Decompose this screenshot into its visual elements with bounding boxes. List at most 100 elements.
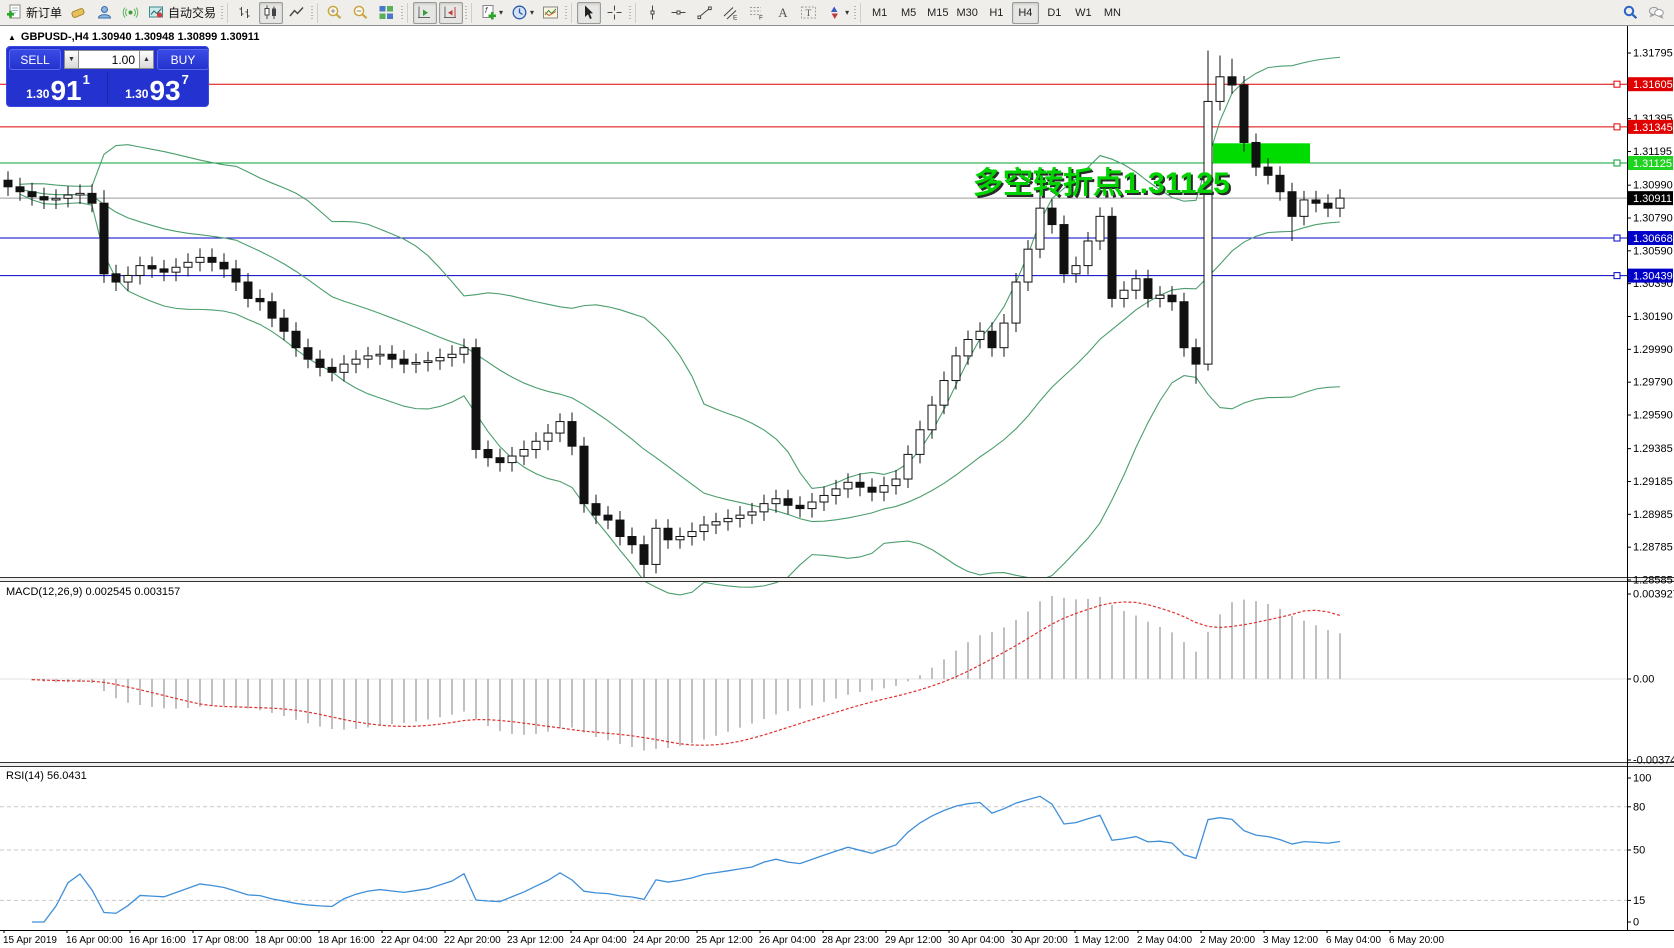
text-a-icon: A	[774, 4, 791, 21]
eraser-button[interactable]	[67, 2, 91, 24]
tf-h4-button[interactable]: H4	[1011, 1, 1039, 24]
svg-text:1.28985: 1.28985	[1633, 509, 1673, 521]
sell-button[interactable]: SELL	[9, 49, 61, 70]
svg-text:18 Apr 00:00: 18 Apr 00:00	[255, 935, 312, 946]
candle-chart-button[interactable]	[259, 1, 284, 24]
line-chart-icon	[288, 4, 305, 21]
svg-text:1.28785: 1.28785	[1633, 542, 1673, 554]
tf-m15-button[interactable]: M15	[924, 2, 951, 24]
buy-price-pip: 7	[181, 72, 189, 87]
svg-text:17 Apr 08:00: 17 Apr 08:00	[192, 935, 249, 946]
dropdown-caret-icon[interactable]: ▾	[530, 8, 535, 17]
sell-price-prefix: 1.30	[26, 87, 50, 101]
text-button[interactable]: A	[771, 2, 795, 24]
tf-w1-button[interactable]: W1	[1070, 2, 1097, 24]
svg-text:1.31605: 1.31605	[1633, 79, 1673, 91]
auto-scroll-button[interactable]	[413, 1, 438, 24]
add-indicator-button[interactable]: f ▾	[477, 2, 506, 24]
svg-text:22 Apr 04:00: 22 Apr 04:00	[381, 935, 438, 946]
chart-shift-icon	[442, 4, 459, 21]
buy-price[interactable]: 1.30 93 7	[108, 71, 206, 105]
vertical-line-button[interactable]	[641, 2, 665, 24]
autotrade-button-label: 自动交易	[168, 6, 217, 20]
channel-icon: E	[722, 4, 739, 22]
svg-text:1.30990: 1.30990	[1633, 180, 1673, 192]
tf-mn-button[interactable]: MN	[1099, 2, 1126, 24]
signal-button[interactable]	[119, 2, 143, 24]
svg-text:多空转折点1.31125: 多空转折点1.31125	[975, 169, 1232, 202]
svg-text:18 Apr 16:00: 18 Apr 16:00	[318, 935, 375, 946]
buy-button[interactable]: BUY	[157, 49, 209, 70]
search-button[interactable]	[1619, 2, 1643, 24]
search-icon	[1622, 4, 1639, 21]
sell-price-main: 91	[50, 75, 82, 106]
tf-m30-button[interactable]: M30	[953, 2, 980, 24]
svg-text:3 May 12:00: 3 May 12:00	[1263, 935, 1318, 946]
volume-increase-button[interactable]: ▲	[139, 50, 154, 69]
svg-text:23 Apr 12:00: 23 Apr 12:00	[507, 935, 564, 946]
auto-scroll-icon	[416, 4, 433, 21]
sell-price-pip: 1	[82, 72, 90, 87]
fibonacci-icon: F	[748, 4, 765, 22]
periods-button[interactable]: ▾	[508, 2, 537, 24]
svg-text:2 May 04:00: 2 May 04:00	[1137, 935, 1192, 946]
svg-text:16 Apr 16:00: 16 Apr 16:00	[129, 935, 186, 946]
new-order-icon	[6, 4, 23, 21]
symbol-bar[interactable]: ▲ GBPUSD-,H4 1.30940 1.30948 1.30899 1.30…	[8, 31, 259, 43]
fibonacci-button[interactable]: F	[745, 2, 769, 24]
channel-button[interactable]: E	[719, 2, 743, 24]
volume-decrease-button[interactable]: ▼	[64, 50, 79, 69]
sell-price[interactable]: 1.30 91 1	[9, 71, 108, 105]
svg-text:1.30439: 1.30439	[1633, 271, 1673, 283]
svg-text:f: f	[485, 6, 488, 15]
cursor-button[interactable]	[577, 1, 602, 24]
svg-text:1.30668: 1.30668	[1633, 233, 1673, 245]
svg-text:1.29790: 1.29790	[1633, 377, 1673, 389]
zoom-in-button[interactable]	[323, 2, 347, 24]
crosshair-button[interactable]	[603, 2, 627, 24]
tf-m30-button-label: M30	[956, 6, 978, 19]
candle-chart-icon	[262, 4, 279, 21]
arrows-button[interactable]: ▾	[823, 2, 852, 24]
rsi-indicator-label: RSI(14) 56.0431	[6, 770, 87, 782]
tf-m15-button-label: M15	[927, 6, 949, 19]
svg-text:1.30911: 1.30911	[1633, 193, 1672, 205]
tile-windows-button[interactable]	[375, 2, 399, 24]
tf-d1-button[interactable]: D1	[1041, 2, 1068, 24]
horizontal-line-button[interactable]	[667, 2, 691, 24]
toolbar-separator	[564, 2, 573, 23]
toolbar-separator	[464, 2, 473, 23]
svg-text:24 Apr 20:00: 24 Apr 20:00	[633, 935, 690, 946]
svg-text:30 Apr 04:00: 30 Apr 04:00	[948, 935, 1005, 946]
text-label-button[interactable]: T	[797, 2, 821, 24]
line-chart-button[interactable]	[285, 2, 309, 24]
svg-text:0.003927: 0.003927	[1633, 589, 1674, 601]
tf-mn-button-label: MN	[1103, 6, 1121, 19]
tf-m5-button-label: M5	[900, 6, 917, 19]
svg-text:1.28585: 1.28585	[1633, 575, 1673, 587]
collapse-panel-icon[interactable]: ▲	[8, 33, 16, 42]
svg-text:1.31195: 1.31195	[1633, 146, 1672, 158]
trendline-button[interactable]	[693, 2, 717, 24]
svg-text:T: T	[806, 9, 812, 19]
profile-button[interactable]	[93, 2, 117, 24]
tf-m1-button[interactable]: M1	[866, 2, 893, 24]
svg-text:1.30590: 1.30590	[1633, 245, 1673, 257]
tf-h1-button[interactable]: H1	[983, 2, 1010, 24]
tf-d1-button-label: D1	[1047, 6, 1062, 19]
tf-w1-button-label: W1	[1075, 6, 1092, 19]
volume-input[interactable]	[79, 50, 139, 69]
template-button[interactable]	[539, 2, 563, 24]
bar-chart-button[interactable]	[233, 2, 257, 24]
svg-text:1 May 12:00: 1 May 12:00	[1074, 935, 1129, 946]
svg-text:6 May 04:00: 6 May 04:00	[1326, 935, 1381, 946]
new-order-button[interactable]: 新订单	[3, 2, 65, 24]
dropdown-caret-icon[interactable]: ▾	[499, 8, 504, 17]
tf-m5-button[interactable]: M5	[895, 2, 922, 24]
chart-shift-button[interactable]	[439, 1, 464, 24]
zoom-out-button[interactable]	[349, 2, 373, 24]
chat-button[interactable]	[1645, 2, 1669, 24]
autotrade-button[interactable]: 自动交易	[145, 2, 219, 24]
dropdown-caret-icon[interactable]: ▾	[845, 8, 850, 17]
